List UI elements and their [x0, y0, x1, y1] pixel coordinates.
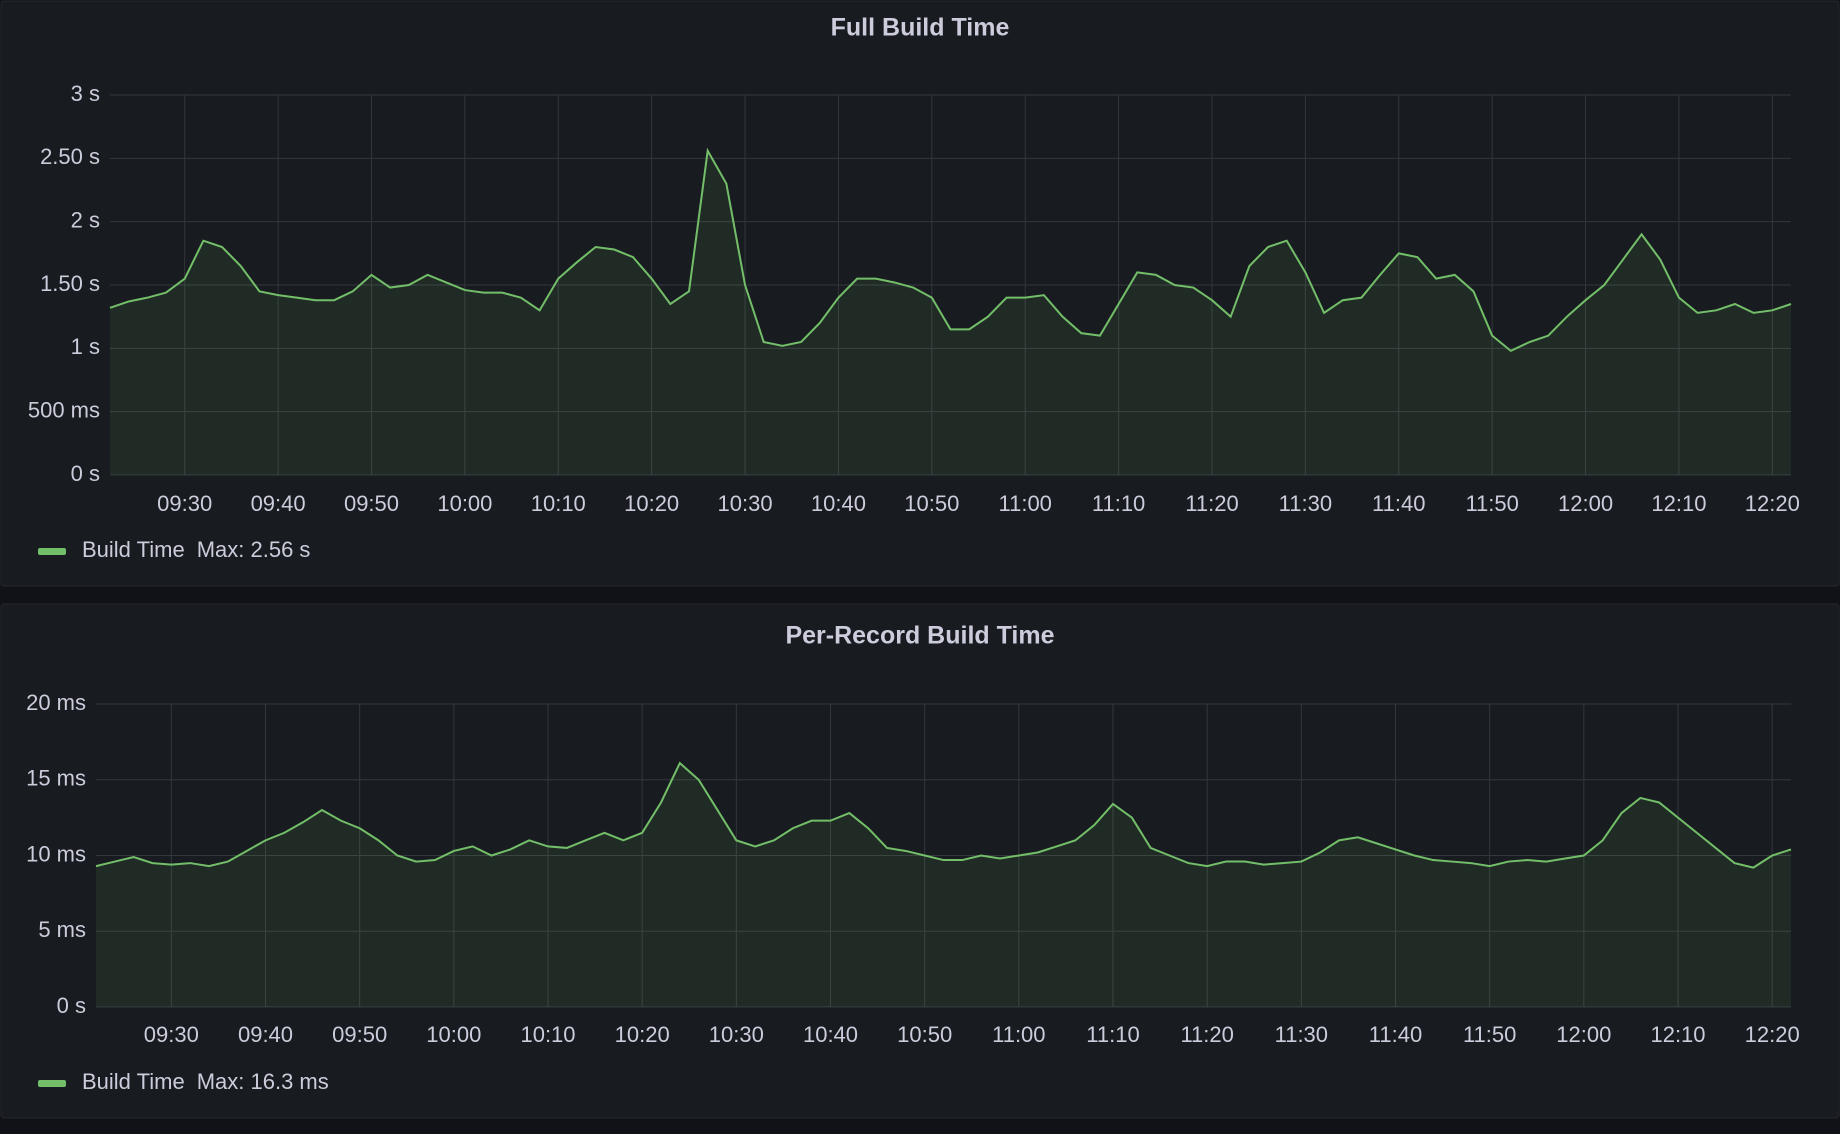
x-tick-label: 10:50: [904, 491, 959, 516]
x-tick-label: 09:30: [157, 491, 212, 516]
legend-max: Max: 2.56 s: [197, 537, 311, 562]
line: [95, 761, 1792, 869]
legend-swatch: [38, 548, 66, 555]
y-tick-label: 20 ms: [26, 690, 86, 715]
area: [96, 763, 1791, 1007]
chart-title: Full Build Time: [831, 14, 1010, 42]
y-tick-label: 500 ms: [28, 397, 100, 422]
x-tick-label: 11:50: [1465, 491, 1518, 516]
y-tick-label: 1.50 s: [40, 271, 100, 296]
y-tick-label: 2 s: [71, 207, 100, 232]
y-tick-label: 2.50 s: [40, 144, 100, 169]
x-tick-label: 10:30: [709, 1022, 764, 1047]
y-tick-label: 15 ms: [26, 766, 86, 791]
legend-label: Build Time: [82, 1069, 185, 1094]
x-tick-label: 10:10: [520, 1022, 575, 1047]
x-tick-label: 11:10: [1092, 491, 1145, 516]
x-tick-label: 09:40: [238, 1022, 293, 1047]
x-tick-label: 11:10: [1086, 1022, 1139, 1047]
x-tick-label: 10:00: [437, 491, 492, 516]
y-tick-label: 5 ms: [38, 917, 86, 942]
y-tick-label: 1 s: [71, 334, 100, 359]
y-tick-label: 3 s: [71, 81, 100, 106]
legend-label: Build Time: [82, 537, 185, 562]
x-tick-label: 11:30: [1275, 1022, 1328, 1047]
x-tick-label: 09:30: [144, 1022, 199, 1047]
x-tick-label: 10:20: [615, 1022, 670, 1047]
x-tick-label: 11:00: [992, 1022, 1045, 1047]
x-tick-label: 10:40: [803, 1022, 858, 1047]
x-tick-label: 12:20: [1745, 491, 1800, 516]
panel: [0, 603, 1840, 1119]
y-tick-label: 10 ms: [26, 841, 86, 866]
x-tick-label: 12:00: [1558, 491, 1613, 516]
x-tick-label: 11:00: [999, 491, 1052, 516]
x-tick-label: 11:40: [1372, 491, 1425, 516]
x-tick-label: 09:40: [251, 491, 306, 516]
x-tick-label: 12:00: [1556, 1022, 1611, 1047]
x-tick-label: 11:20: [1185, 491, 1238, 516]
x-tick-label: 11:20: [1180, 1022, 1233, 1047]
x-tick-label: 12:10: [1651, 491, 1706, 516]
x-tick-label: 12:10: [1650, 1022, 1705, 1047]
x-tick-label: 10:30: [718, 491, 773, 516]
area: [110, 150, 1791, 475]
x-tick-label: 09:50: [332, 1022, 387, 1047]
x-tick-label: 11:30: [1279, 491, 1332, 516]
y-tick-label: 0 s: [57, 993, 86, 1018]
chart-title: Per-Record Build Time: [785, 622, 1054, 650]
x-tick-label: 12:20: [1745, 1022, 1800, 1047]
legend-max: Max: 16.3 ms: [197, 1069, 329, 1094]
panel: [0, 0, 1840, 587]
line: [109, 147, 1792, 353]
y-tick-label: 0 s: [71, 461, 100, 486]
x-tick-label: 09:50: [344, 491, 399, 516]
x-tick-label: 10:10: [531, 491, 586, 516]
x-tick-label: 11:40: [1369, 1022, 1422, 1047]
x-tick-label: 10:20: [624, 491, 679, 516]
x-tick-label: 10:50: [897, 1022, 952, 1047]
legend-swatch: [38, 1080, 66, 1087]
x-tick-label: 10:40: [811, 491, 866, 516]
x-tick-label: 10:00: [426, 1022, 481, 1047]
x-tick-label: 11:50: [1463, 1022, 1516, 1047]
